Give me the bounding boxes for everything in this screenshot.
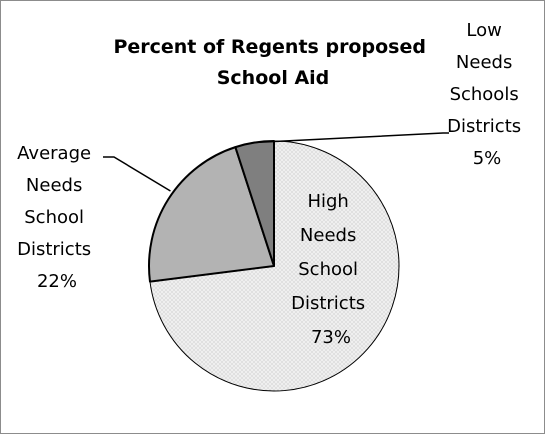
slice-label-low-line-3: Schools [450,84,519,105]
slice-label-high-needs: High Needs School Districts 73% [291,191,371,348]
pie-slice-average-needs [148,146,275,283]
slice-label-high-line-1: High [307,191,348,212]
slice-label-average-value: 22% [37,271,77,292]
slice-label-low-line-2: Needs [456,52,512,73]
slice-label-low-needs: Low Needs Schools Districts 5% [447,20,527,169]
chart-title-line-1: Percent of Regents proposed [113,36,426,58]
leader-lines [103,132,449,192]
slice-label-average-line-1: Average [17,143,91,164]
slice-label-low-value: 5% [473,148,502,169]
slice-label-high-value: 73% [311,327,351,348]
pie-slices [148,140,400,392]
chart-title: Percent of Regents proposed School Aid [113,36,432,89]
slice-label-low-line-1: Low [466,20,501,41]
slice-label-average-line-3: School [24,207,84,228]
slice-label-average-line-4: Districts [17,239,91,260]
slice-label-high-line-2: Needs [300,225,356,246]
slice-label-high-line-4: Districts [291,293,365,314]
slice-label-average-line-2: Needs [26,175,82,196]
slice-label-high-line-3: School [298,259,358,280]
leader-line-average-needs [103,156,171,192]
slice-label-low-line-4: Districts [447,116,521,137]
chart-title-line-2: School Aid [217,67,330,89]
slice-label-average-needs: Average Needs School Districts 22% [17,143,97,292]
leader-line-low-needs [254,132,449,144]
